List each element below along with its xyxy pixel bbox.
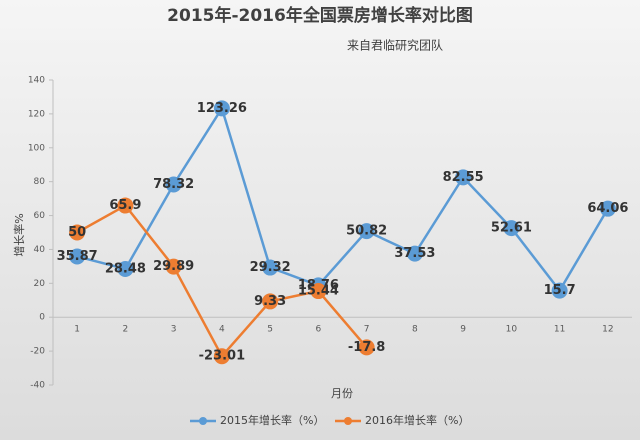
y-tick-label: 20 [34,279,46,289]
point-marker [117,197,134,214]
point-marker [358,223,375,240]
chart-title: 2015年-2016年全国票房增长率对比图 [167,5,473,26]
point-marker [262,293,279,310]
data-label: 9.33 [254,294,286,309]
x-tick-label: 11 [554,325,565,335]
data-label: 50.82 [346,224,387,239]
point-marker [503,220,520,237]
x-tick-label: 5 [267,325,273,335]
legend-marker [199,417,207,425]
point-marker [213,100,230,117]
x-tick-label: 2 [123,325,129,335]
point-marker [358,339,375,356]
y-tick-label: 60 [34,211,46,221]
point-marker [117,260,134,277]
y-axis-label: 增长率% [12,213,26,256]
data-label: 50 [68,225,86,240]
data-label: -17.8 [348,340,385,355]
series-line [76,105,609,293]
y-tick-label: 140 [28,76,45,86]
chart-subtitle: 来自君临研究团队 [347,38,443,53]
point-marker [213,348,230,365]
x-tick-label: 4 [219,325,225,335]
x-tick-label: 3 [171,325,177,335]
data-label: 52.61 [491,221,532,236]
x-tick-label: 10 [506,325,518,335]
point-marker [551,282,568,299]
y-tick-label: -20 [30,347,45,357]
data-label: 35.87 [57,249,98,264]
x-axis-label: 月份 [331,387,353,400]
y-tick-label: 100 [28,143,45,153]
point-marker [262,259,279,276]
point-marker [165,258,182,275]
x-tick-label: 7 [364,325,370,335]
y-tick-label: 40 [34,245,46,255]
point-marker [165,176,182,193]
x-tick-label: 1 [74,325,80,335]
x-tick-label: 12 [602,325,613,335]
data-label: 15.7 [544,283,576,298]
data-label: 15.44 [298,284,339,299]
data-label: 78.32 [153,177,194,192]
y-tick-label: -40 [30,381,45,391]
data-label: 64.06 [587,201,628,216]
point-marker [69,224,86,241]
y-tick-label: 0 [39,313,45,323]
y-tick-label: 80 [34,177,46,187]
point-marker [455,169,472,186]
x-tick-label: 8 [412,325,418,335]
data-label: -23.01 [199,349,246,364]
y-tick-label: 120 [28,109,45,119]
data-label: 29.32 [250,260,291,275]
data-label: 29.89 [153,259,194,274]
point-marker [406,245,423,262]
point-marker [69,248,86,265]
x-tick-label: 9 [460,325,466,335]
point-marker [310,283,327,300]
data-label: 37.53 [394,246,435,261]
legend-label: 2016年增长率（%） [365,413,469,427]
data-label: 65.9 [109,198,141,213]
legend-marker [344,417,352,425]
point-marker [599,200,616,217]
data-label: 82.55 [443,170,484,185]
x-tick-label: 6 [316,325,322,335]
data-label: 123.26 [197,101,247,116]
data-label: 28.48 [105,261,146,276]
legend-label: 2015年增长率（%） [220,413,324,427]
